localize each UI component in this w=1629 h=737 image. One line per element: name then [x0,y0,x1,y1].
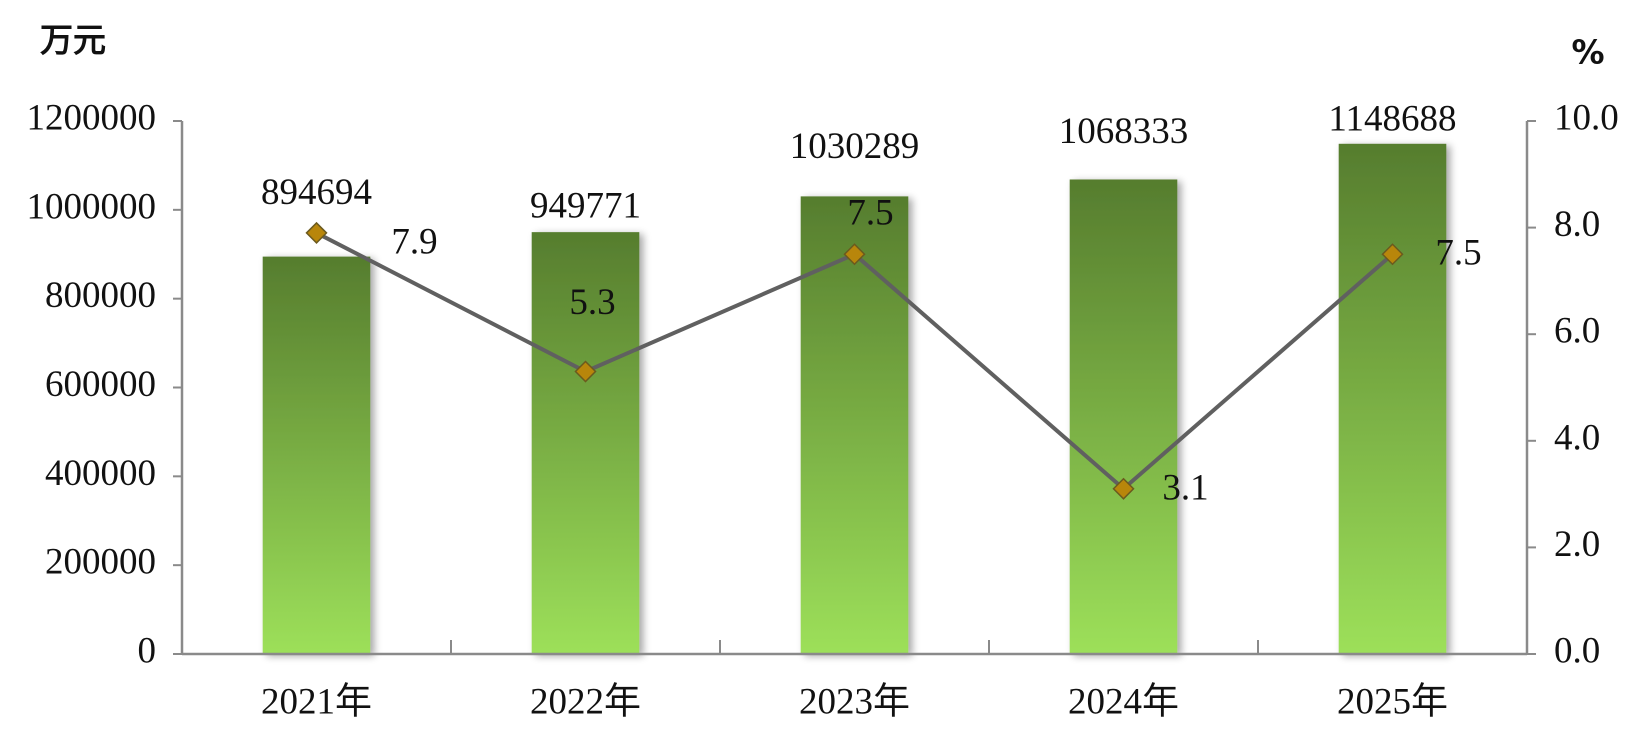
bar [531,232,640,655]
bar [262,256,371,654]
line-marker [574,360,597,383]
line-marker [305,221,328,244]
x-tick-label: 2021年 [261,680,372,722]
y-tick-label: 600000 [45,364,156,405]
bar-value-label: 1030289 [790,126,920,167]
y2-axis-title: % [1571,33,1604,72]
line-marker [843,243,866,266]
y-tick-label: 200000 [45,542,156,583]
x-tick-label: 2024年 [1068,680,1179,722]
y2-tick-label: 2.0 [1554,524,1600,565]
y2-tick-label: 8.0 [1554,204,1600,245]
bar [800,196,909,654]
x-tick-label: 2022年 [530,680,641,722]
line-marker [1112,477,1135,500]
line-value-label: 3.1 [1162,467,1208,508]
y2-tick-label: 6.0 [1554,311,1600,352]
x-tick-label: 2025年 [1337,680,1448,722]
y-tick-label: 1200000 [27,97,157,138]
y2-tick-label: 4.0 [1554,417,1600,458]
bar [1069,179,1178,654]
y-tick-label: 0 [138,630,157,671]
line-value-label: 7.5 [1435,233,1481,274]
line-marker [1381,243,1404,266]
bar-value-label: 1148688 [1328,98,1456,139]
line-value-label: 7.5 [847,193,893,234]
bar-value-label: 894694 [261,172,372,213]
y2-tick-label: 0.0 [1554,630,1600,671]
y-tick-label: 400000 [45,453,156,494]
y-tick-label: 1000000 [27,186,157,227]
y2-tick-label: 10.0 [1554,97,1619,138]
bar-value-label: 1068333 [1059,111,1189,152]
y-axis-title: 万元 [40,21,106,60]
y-tick-label: 800000 [45,275,156,316]
bar-value-label: 949771 [530,186,641,227]
x-tick-label: 2023年 [799,680,910,722]
line-value-label: 7.9 [391,221,437,262]
bar [1338,143,1447,654]
line-value-label: 5.3 [569,282,615,323]
